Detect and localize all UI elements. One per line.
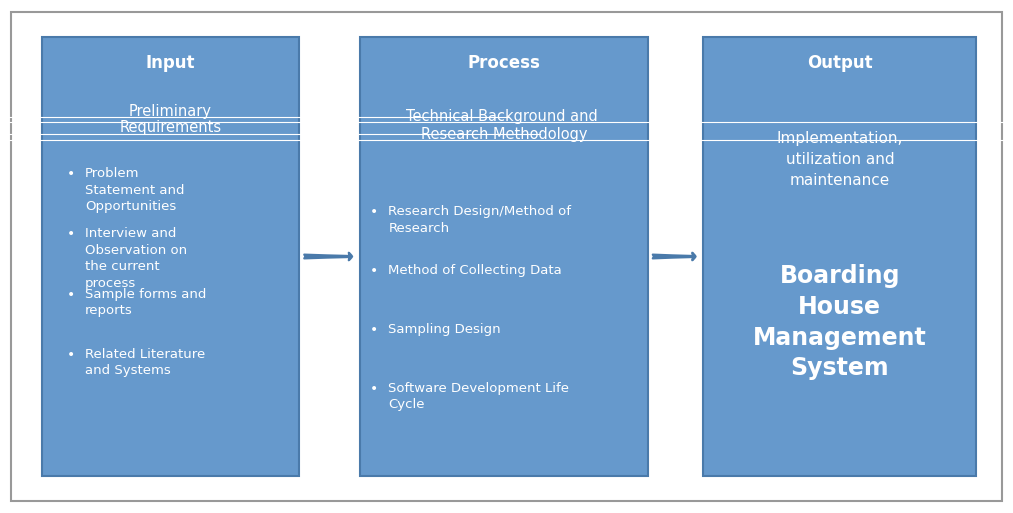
FancyBboxPatch shape — [11, 12, 1002, 501]
Text: Related Literature
and Systems: Related Literature and Systems — [85, 348, 206, 378]
FancyBboxPatch shape — [42, 37, 300, 476]
FancyBboxPatch shape — [703, 37, 977, 476]
Text: Input: Input — [146, 54, 196, 72]
Text: Boarding
House
Management
System: Boarding House Management System — [753, 264, 927, 380]
Text: Process: Process — [468, 54, 540, 72]
Text: •: • — [67, 348, 75, 362]
Text: Sampling Design: Sampling Design — [388, 323, 501, 336]
Text: Interview and
Observation on
the current
process: Interview and Observation on the current… — [85, 227, 187, 290]
Text: •: • — [67, 227, 75, 242]
Text: Requirements: Requirements — [120, 121, 222, 135]
Text: Software Development Life
Cycle: Software Development Life Cycle — [388, 382, 569, 411]
Text: Problem
Statement and
Opportunities: Problem Statement and Opportunities — [85, 167, 184, 213]
Text: Implementation,
utilization and
maintenance: Implementation, utilization and maintena… — [777, 131, 903, 188]
Text: Research Design/Method of
Research: Research Design/Method of Research — [388, 206, 571, 235]
Text: Preliminary: Preliminary — [129, 104, 212, 119]
Text: •: • — [67, 167, 75, 181]
FancyBboxPatch shape — [360, 37, 648, 476]
Text: Output: Output — [807, 54, 872, 72]
Text: Research Methodology: Research Methodology — [420, 127, 588, 142]
Text: Sample forms and
reports: Sample forms and reports — [85, 288, 207, 317]
Text: •: • — [370, 382, 379, 396]
Text: Method of Collecting Data: Method of Collecting Data — [388, 264, 562, 277]
Text: •: • — [67, 288, 75, 302]
Text: Technical Background and: Technical Background and — [406, 109, 602, 124]
Text: •: • — [370, 264, 379, 278]
Text: •: • — [370, 206, 379, 220]
Text: •: • — [370, 323, 379, 337]
